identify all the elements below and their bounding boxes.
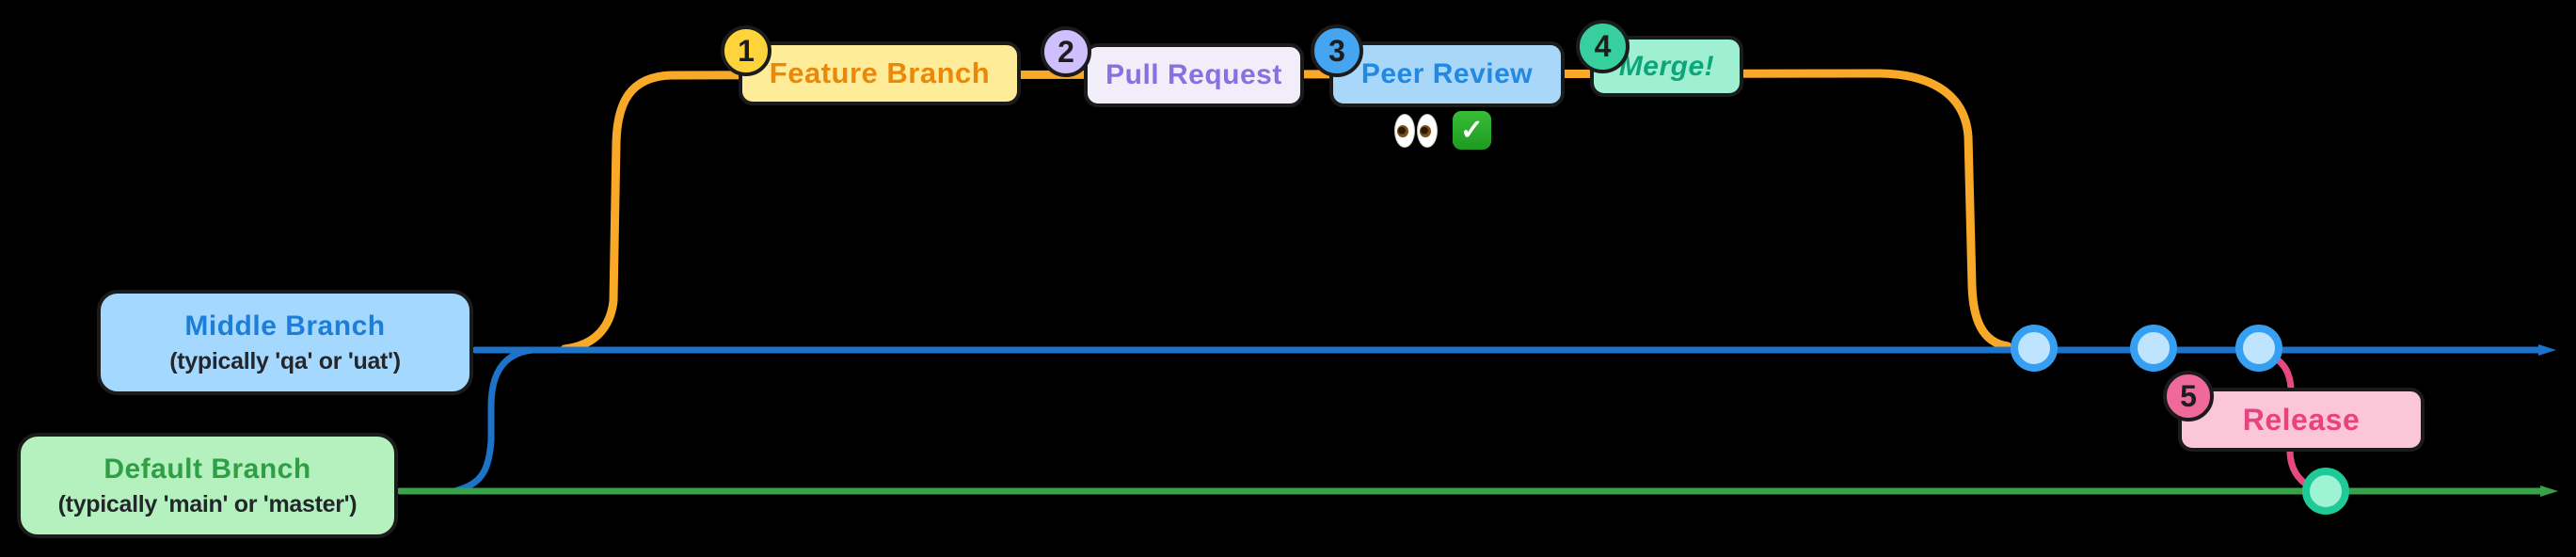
pull-request-box: Pull Request: [1084, 43, 1304, 107]
feature-branch-line: [560, 69, 2012, 354]
eye-left-pupil: [1397, 124, 1408, 137]
release-box: Release: [2178, 388, 2425, 452]
step-5-number: 5: [2180, 378, 2197, 413]
feature-branch-label: Feature Branch: [769, 56, 991, 89]
step-2-number: 2: [1057, 34, 1074, 69]
step-4-number: 4: [1594, 29, 1612, 63]
default-branch-subtitle: (typically 'main' or 'master'): [57, 490, 358, 517]
peer-review-label: Peer Review: [1360, 58, 1534, 89]
check-mark-emoji: ✓: [1453, 111, 1491, 150]
peer-review-annotations: ✓: [1394, 111, 1491, 150]
eye-right-pupil: [1420, 124, 1431, 137]
commit-dot-2: [2130, 325, 2177, 372]
eye-left: [1394, 113, 1415, 148]
default-branch-arrow-tip: [2540, 485, 2558, 497]
eye-right: [1417, 113, 1438, 148]
step-1-badge: 1: [721, 25, 771, 76]
step-4-badge: 4: [1576, 20, 1630, 73]
middle-branch-arrow-tip: [2538, 344, 2556, 356]
middle-branch-fork-line: [453, 346, 536, 494]
step-3-badge: 3: [1311, 24, 1363, 77]
commit-dot-1: [2011, 325, 2058, 372]
step-5-badge: 5: [2163, 371, 2214, 422]
default-branch-title: Default Branch: [103, 453, 311, 485]
default-branch-label-box: Default Branch (typically 'main' or 'mas…: [17, 433, 398, 538]
middle-branch-label-box: Middle Branch (typically 'qa' or 'uat'): [97, 290, 473, 395]
middle-branch-title: Middle Branch: [184, 310, 386, 342]
release-label: Release: [2242, 402, 2361, 437]
pull-request-label: Pull Request: [1105, 59, 1282, 90]
feature-branch-box: Feature Branch: [739, 41, 1021, 105]
eyes-emoji: [1394, 113, 1438, 148]
step-1-number: 1: [738, 33, 755, 68]
peer-review-box: Peer Review: [1329, 41, 1565, 107]
middle-branch-subtitle: (typically 'qa' or 'uat'): [169, 347, 401, 374]
merge-label: Merge!: [1618, 50, 1715, 82]
step-2-badge: 2: [1041, 26, 1091, 77]
release-commit-dot: [2302, 468, 2349, 515]
step-3-number: 3: [1328, 33, 1345, 68]
commit-dot-3: [2235, 325, 2282, 372]
